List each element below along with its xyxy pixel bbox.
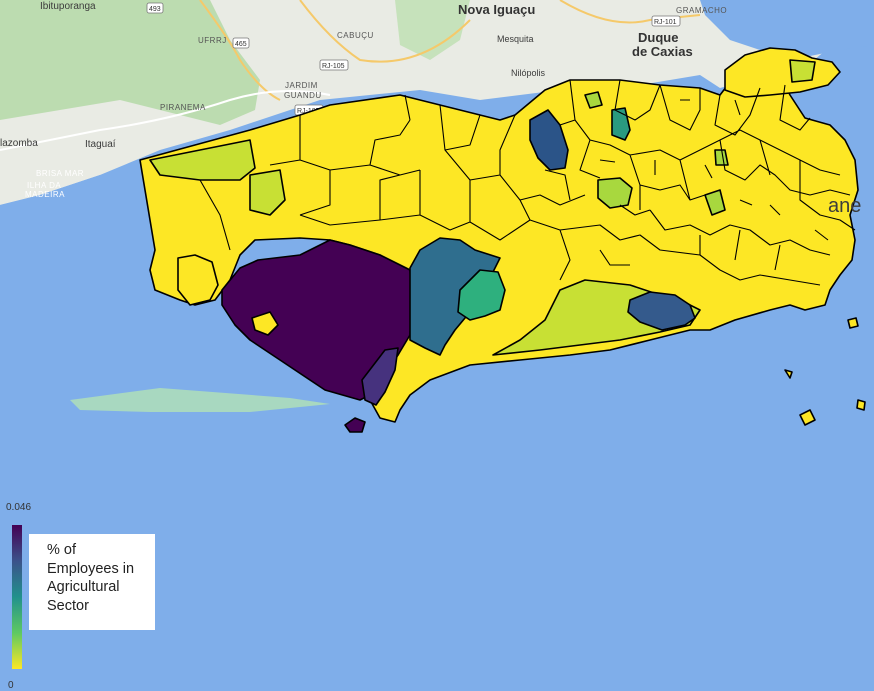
shield-493-label: 493 <box>149 6 161 13</box>
region-lightgreen-2[interactable] <box>584 91 603 109</box>
label-ane: ane <box>828 195 861 217</box>
region-lightgreen-5[interactable] <box>704 189 726 216</box>
region-blue-north[interactable] <box>529 109 569 171</box>
bay-water <box>700 0 874 60</box>
region-purple-tip[interactable] <box>344 417 366 433</box>
region-lightgreen-7[interactable] <box>789 59 816 83</box>
label-mesquita: Mesquita <box>497 34 534 44</box>
label-nilopolis: Nilópolis <box>511 68 546 78</box>
legend-max-label: 0.046 <box>6 502 32 513</box>
label-piranema: PIRANEMA <box>160 103 206 112</box>
region-rio-west[interactable] <box>139 79 859 423</box>
shield-rj105a <box>319 59 349 71</box>
label-ufrrj: UFRRJ <box>198 36 227 45</box>
forest-area-2 <box>395 0 470 60</box>
label-brisa-mar: BRISA MAR <box>36 169 84 178</box>
region-ilha-governador[interactable] <box>724 47 841 98</box>
shield-rj101 <box>651 15 681 27</box>
islet-1 <box>799 409 816 426</box>
label-cabucu: CABUÇU <box>337 31 374 40</box>
shield-rj105a-label: RJ-105 <box>322 63 345 70</box>
region-purple-south[interactable] <box>361 347 399 406</box>
legend-title: % of Employees in Agricultural Sector <box>29 534 155 630</box>
sand-strip <box>70 388 330 412</box>
region-purple-west[interactable] <box>221 239 413 401</box>
legend-colorbar <box>12 525 22 669</box>
islet-2 <box>856 399 866 411</box>
label-guandu: GUANDU <box>284 91 322 100</box>
label-ibituporanga: Ibituporanga <box>40 1 96 12</box>
region-green-teal[interactable] <box>457 269 506 321</box>
region-blue-southeast[interactable] <box>627 291 696 331</box>
label-ilha-da: ILHA DA <box>27 181 61 190</box>
road-2 <box>0 90 331 151</box>
label-mazomba: lazomba <box>0 138 38 149</box>
inner-borders-northeast <box>544 79 856 271</box>
islet-4 <box>847 317 859 329</box>
shield-465-label: 465 <box>235 41 247 48</box>
shield-rj101-label: RJ-101 <box>654 19 677 26</box>
region-coast-blob[interactable] <box>251 311 279 336</box>
label-de-caxias: de Caxias <box>632 44 693 59</box>
shield-465 <box>232 37 250 49</box>
label-gramacho: GRAMACHO <box>676 6 727 15</box>
label-madeira: MADEIRA <box>25 190 65 199</box>
shield-493 <box>146 2 164 14</box>
region-lightgreen-3[interactable] <box>249 169 286 216</box>
legend-panel: 0.046 % of Employees in Agricultural Sec… <box>0 250 156 691</box>
sepetiba-water <box>0 170 165 268</box>
label-jardim: JARDIM <box>285 81 318 90</box>
label-nova-iguacu: Nova Iguaçu <box>458 2 535 17</box>
forest-area <box>0 0 260 125</box>
inner-borders-west <box>199 94 821 286</box>
choropleth-map[interactable]: Ibituporanga Nova Iguaçu Mesquita Duque … <box>0 0 874 444</box>
label-duque: Duque <box>638 30 678 45</box>
region-teal-north[interactable] <box>611 107 631 141</box>
legend-min-label: 0 <box>8 680 14 691</box>
region-sw-coast[interactable] <box>177 254 219 306</box>
region-lightgreen-1[interactable] <box>597 177 633 209</box>
region-lightgreen-4[interactable] <box>149 139 256 181</box>
label-itaguai: Itaguaí <box>85 139 116 150</box>
islet-3 <box>784 369 793 379</box>
